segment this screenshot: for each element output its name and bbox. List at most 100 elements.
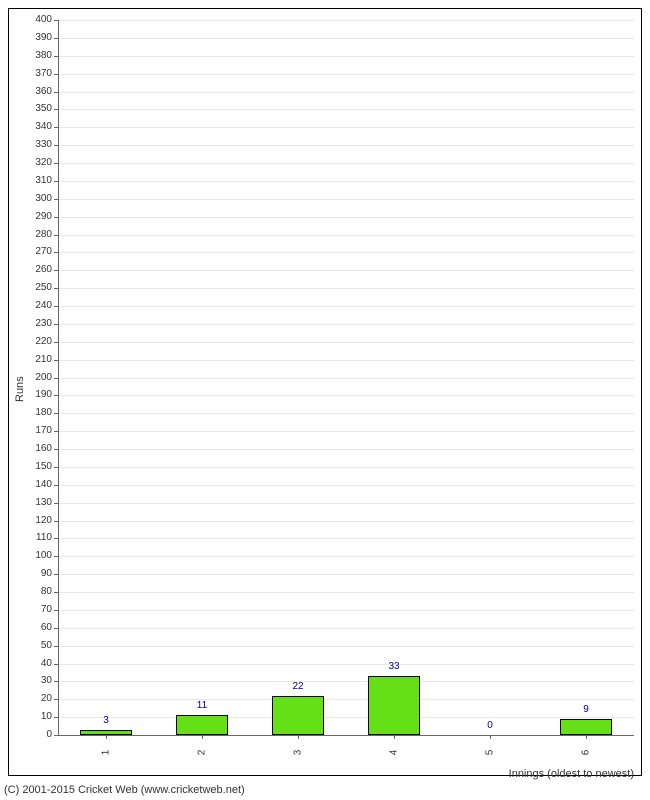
grid-line: [58, 592, 634, 593]
y-tick-label: 10: [22, 712, 52, 722]
y-tick-label: 180: [22, 408, 52, 418]
grid-line: [58, 521, 634, 522]
bar-value-label: 9: [556, 704, 616, 715]
bar: [272, 696, 325, 735]
grid-line: [58, 163, 634, 164]
y-tick-label: 230: [22, 319, 52, 329]
y-tick-label: 20: [22, 694, 52, 704]
grid-line: [58, 538, 634, 539]
y-tick-label: 330: [22, 140, 52, 150]
x-tick-label: 1: [101, 743, 112, 763]
y-tick-label: 320: [22, 158, 52, 168]
y-tick-label: 370: [22, 69, 52, 79]
y-tick-label: 50: [22, 641, 52, 651]
y-tick-label: 140: [22, 480, 52, 490]
grid-line: [58, 74, 634, 75]
copyright-text: (C) 2001-2015 Cricket Web (www.cricketwe…: [4, 784, 245, 796]
y-tick-label: 220: [22, 337, 52, 347]
y-tick-label: 100: [22, 551, 52, 561]
y-tick-label: 350: [22, 104, 52, 114]
grid-line: [58, 431, 634, 432]
y-tick-label: 130: [22, 498, 52, 508]
y-tick-label: 60: [22, 623, 52, 633]
grid-line: [58, 181, 634, 182]
y-tick-label: 400: [22, 15, 52, 25]
y-tick-label: 310: [22, 176, 52, 186]
y-tick-label: 120: [22, 516, 52, 526]
grid-line: [58, 56, 634, 57]
y-tick-label: 270: [22, 247, 52, 257]
y-tick-label: 260: [22, 265, 52, 275]
grid-line: [58, 699, 634, 700]
y-tick-label: 280: [22, 230, 52, 240]
x-tick-label: 3: [293, 743, 304, 763]
y-tick-label: 170: [22, 426, 52, 436]
y-tick-label: 0: [22, 730, 52, 740]
x-tick: [586, 735, 587, 739]
grid-line: [58, 20, 634, 21]
x-tick: [298, 735, 299, 739]
y-tick-label: 70: [22, 605, 52, 615]
x-tick-label: 5: [485, 743, 496, 763]
grid-line: [58, 199, 634, 200]
bar: [368, 676, 421, 735]
y-tick-label: 340: [22, 122, 52, 132]
y-tick-label: 300: [22, 194, 52, 204]
grid-line: [58, 449, 634, 450]
grid-line: [58, 217, 634, 218]
x-axis-title: Innings (oldest to newest): [509, 768, 634, 780]
y-tick-label: 380: [22, 51, 52, 61]
y-tick-label: 90: [22, 569, 52, 579]
x-tick: [394, 735, 395, 739]
grid-line: [58, 360, 634, 361]
grid-line: [58, 252, 634, 253]
y-tick-label: 160: [22, 444, 52, 454]
grid-line: [58, 288, 634, 289]
grid-line: [58, 127, 634, 128]
x-axis-line: [58, 735, 634, 736]
grid-line: [58, 681, 634, 682]
grid-line: [58, 413, 634, 414]
grid-line: [58, 270, 634, 271]
grid-line: [58, 628, 634, 629]
y-tick-label: 210: [22, 355, 52, 365]
grid-line: [58, 610, 634, 611]
y-tick-label: 150: [22, 462, 52, 472]
grid-line: [58, 145, 634, 146]
x-tick-label: 4: [389, 743, 400, 763]
grid-line: [58, 378, 634, 379]
grid-line: [58, 306, 634, 307]
grid-line: [58, 235, 634, 236]
grid-line: [58, 485, 634, 486]
y-axis-title: Runs: [14, 362, 26, 402]
grid-line: [58, 92, 634, 93]
y-tick-label: 190: [22, 390, 52, 400]
grid-line: [58, 556, 634, 557]
chart-container: 0102030405060708090100110120130140150160…: [0, 0, 650, 800]
grid-line: [58, 646, 634, 647]
y-tick-label: 80: [22, 587, 52, 597]
grid-line: [58, 324, 634, 325]
bar-value-label: 22: [268, 681, 328, 692]
plot-area: 0102030405060708090100110120130140150160…: [58, 20, 634, 735]
y-axis-line: [58, 20, 59, 735]
y-tick-label: 250: [22, 283, 52, 293]
grid-line: [58, 395, 634, 396]
grid-line: [58, 467, 634, 468]
grid-line: [58, 342, 634, 343]
x-tick-label: 6: [581, 743, 592, 763]
x-tick: [202, 735, 203, 739]
y-tick-label: 240: [22, 301, 52, 311]
x-tick: [490, 735, 491, 739]
bar-value-label: 33: [364, 661, 424, 672]
y-tick-label: 40: [22, 659, 52, 669]
bar: [560, 719, 613, 735]
y-tick-label: 200: [22, 373, 52, 383]
grid-line: [58, 574, 634, 575]
grid-line: [58, 38, 634, 39]
grid-line: [58, 664, 634, 665]
grid-line: [58, 717, 634, 718]
y-tick-label: 110: [22, 533, 52, 543]
bar-value-label: 3: [76, 715, 136, 726]
y-tick-label: 390: [22, 33, 52, 43]
